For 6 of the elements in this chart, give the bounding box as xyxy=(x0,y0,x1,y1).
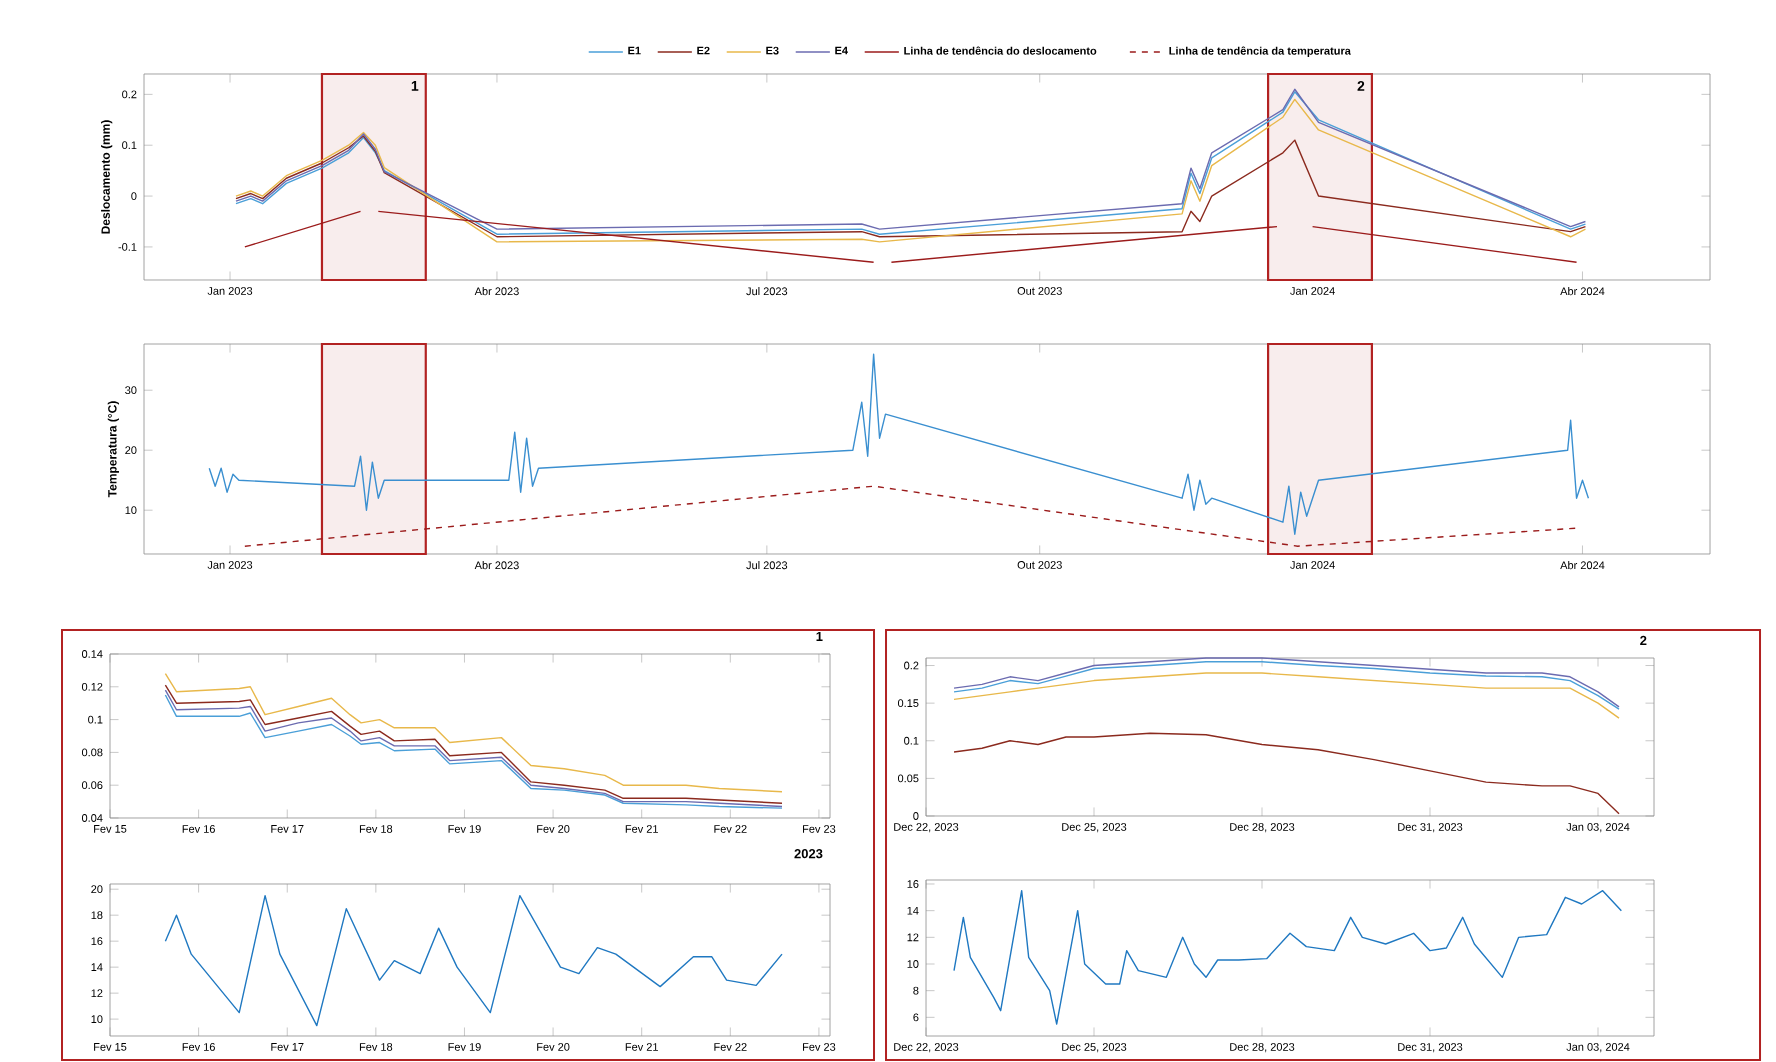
line-series xyxy=(164,894,783,1027)
line-series xyxy=(953,889,1623,1025)
line-series xyxy=(208,353,1590,535)
line-series xyxy=(953,732,1620,815)
line-series xyxy=(164,672,783,793)
line-series xyxy=(235,135,1587,238)
